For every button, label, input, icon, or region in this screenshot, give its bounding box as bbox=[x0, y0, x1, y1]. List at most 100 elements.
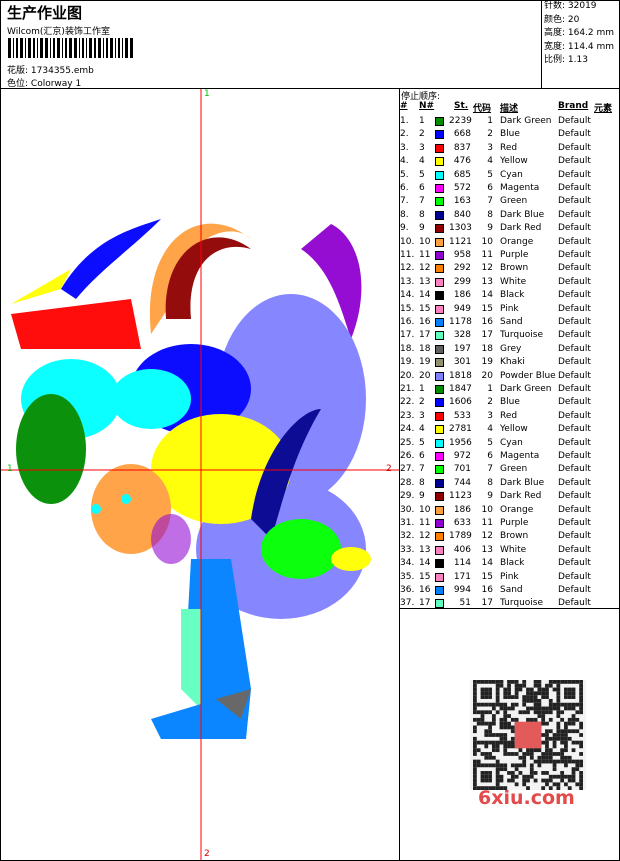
barcode-bar bbox=[16, 38, 18, 58]
row-code: 18 bbox=[481, 343, 493, 354]
table-row: 33. 13 406 13 White Default bbox=[399, 544, 620, 557]
row-index: 24. bbox=[400, 424, 415, 435]
color-swatch bbox=[435, 505, 444, 515]
row-index: 19. bbox=[400, 357, 415, 368]
row-needle: 11 bbox=[419, 250, 431, 260]
barcode-bar bbox=[62, 38, 63, 58]
row-code: 17 bbox=[481, 330, 493, 341]
row-brand: Default bbox=[558, 384, 591, 394]
row-code: 14 bbox=[481, 558, 493, 569]
row-description: Sand bbox=[500, 317, 523, 327]
row-index: 29. bbox=[400, 491, 415, 502]
row-index: 1. bbox=[400, 116, 409, 126]
colorway-value: Colorway 1 bbox=[30, 79, 82, 89]
row-brand: Default bbox=[558, 424, 591, 435]
barcode-bar bbox=[94, 38, 96, 58]
row-needle: 10 bbox=[419, 504, 431, 515]
row-stitches: 197 bbox=[453, 343, 471, 354]
barcode-bar bbox=[98, 38, 101, 58]
row-brand: Default bbox=[558, 477, 591, 488]
row-code: 20 bbox=[481, 370, 493, 381]
row-description: Magenta bbox=[500, 183, 540, 193]
color-swatch bbox=[435, 291, 444, 301]
row-stitches: 2781 bbox=[449, 424, 472, 435]
table-row: 32. 12 1789 12 Brown Default bbox=[399, 530, 620, 543]
row-brand: Default bbox=[558, 585, 591, 595]
row-code: 6 bbox=[487, 451, 493, 461]
row-needle: 1 bbox=[419, 384, 425, 394]
row-description: Black bbox=[500, 558, 525, 569]
table-row: 20. 20 1818 20 Powder Blue Default bbox=[399, 370, 620, 383]
row-brand: Default bbox=[558, 343, 591, 354]
col-code: 代码 bbox=[473, 104, 492, 114]
row-description: Yellow bbox=[500, 424, 528, 435]
row-code: 5 bbox=[487, 437, 493, 448]
row-brand: Default bbox=[558, 437, 591, 448]
table-row: 25. 5 1956 5 Cyan Default bbox=[399, 437, 620, 450]
row-description: Dark Green bbox=[500, 116, 552, 126]
barcode-bar bbox=[110, 38, 113, 58]
row-description: Orange bbox=[500, 504, 534, 515]
barcode-bar bbox=[103, 38, 104, 58]
barcode-bar bbox=[40, 38, 43, 58]
row-brand: Default bbox=[558, 129, 591, 140]
barcode-bar bbox=[118, 38, 120, 58]
row-code: 17 bbox=[481, 598, 493, 609]
table-row: 37. 17 51 17 Turquoise Default bbox=[399, 597, 620, 610]
row-stitches: 1789 bbox=[449, 531, 472, 542]
row-needle: 1 bbox=[419, 116, 425, 126]
row-brand: Default bbox=[558, 558, 591, 569]
row-code: 12 bbox=[481, 263, 493, 274]
table-row: 23. 3 533 3 Red Default bbox=[399, 410, 620, 423]
row-needle: 16 bbox=[419, 585, 431, 595]
row-code: 9 bbox=[487, 491, 493, 502]
row-brand: Default bbox=[558, 303, 591, 314]
row-brand: Default bbox=[558, 142, 591, 153]
design-file-value: 1734355.emb bbox=[30, 66, 94, 76]
row-stitches: 572 bbox=[453, 183, 471, 193]
row-brand: Default bbox=[558, 276, 591, 287]
row-index: 14. bbox=[400, 290, 415, 301]
row-index: 17. bbox=[400, 330, 415, 341]
row-code: 3 bbox=[487, 410, 493, 421]
color-swatch bbox=[435, 344, 444, 354]
color-swatch bbox=[435, 358, 444, 368]
design-height: 高度: 164.2 mm bbox=[544, 28, 615, 38]
color-swatch bbox=[435, 264, 444, 274]
barcode-bar bbox=[86, 38, 87, 58]
divider bbox=[0, 88, 620, 89]
row-stitches: 701 bbox=[453, 464, 471, 475]
row-description: Pink bbox=[500, 571, 519, 582]
row-description: Powder Blue bbox=[500, 370, 556, 381]
barcode-bar bbox=[28, 38, 31, 58]
row-needle: 8 bbox=[419, 209, 425, 220]
col-stitches: St. bbox=[454, 101, 469, 111]
row-stitches: 685 bbox=[453, 169, 471, 180]
row-needle: 4 bbox=[419, 156, 425, 167]
row-description: Dark Blue bbox=[500, 477, 545, 488]
row-brand: Default bbox=[558, 116, 591, 126]
marker-left: 1 bbox=[7, 464, 13, 474]
row-stitches: 328 bbox=[453, 330, 471, 341]
row-index: 18. bbox=[400, 343, 415, 354]
row-description: Dark Blue bbox=[500, 209, 545, 220]
colorway: 色位: Colorway 1 bbox=[7, 76, 81, 89]
row-description: Green bbox=[500, 464, 528, 475]
row-index: 6. bbox=[400, 183, 409, 193]
row-needle: 18 bbox=[419, 343, 431, 354]
row-stitches: 837 bbox=[453, 142, 471, 153]
barcode-bar bbox=[45, 38, 48, 58]
row-stitches: 958 bbox=[453, 250, 471, 260]
row-index: 34. bbox=[400, 558, 415, 569]
table-row: 17. 17 328 17 Turquoise Default bbox=[399, 329, 620, 342]
color-swatch bbox=[435, 371, 444, 381]
row-code: 11 bbox=[481, 518, 493, 528]
row-stitches: 406 bbox=[453, 544, 471, 555]
barcode-bar bbox=[82, 38, 84, 58]
color-swatch bbox=[435, 143, 444, 153]
color-swatch bbox=[435, 586, 444, 595]
stitch-count: 针数: 32019 bbox=[544, 1, 597, 11]
row-index: 3. bbox=[400, 142, 409, 153]
row-code: 3 bbox=[487, 142, 493, 153]
color-swatch bbox=[435, 438, 444, 448]
